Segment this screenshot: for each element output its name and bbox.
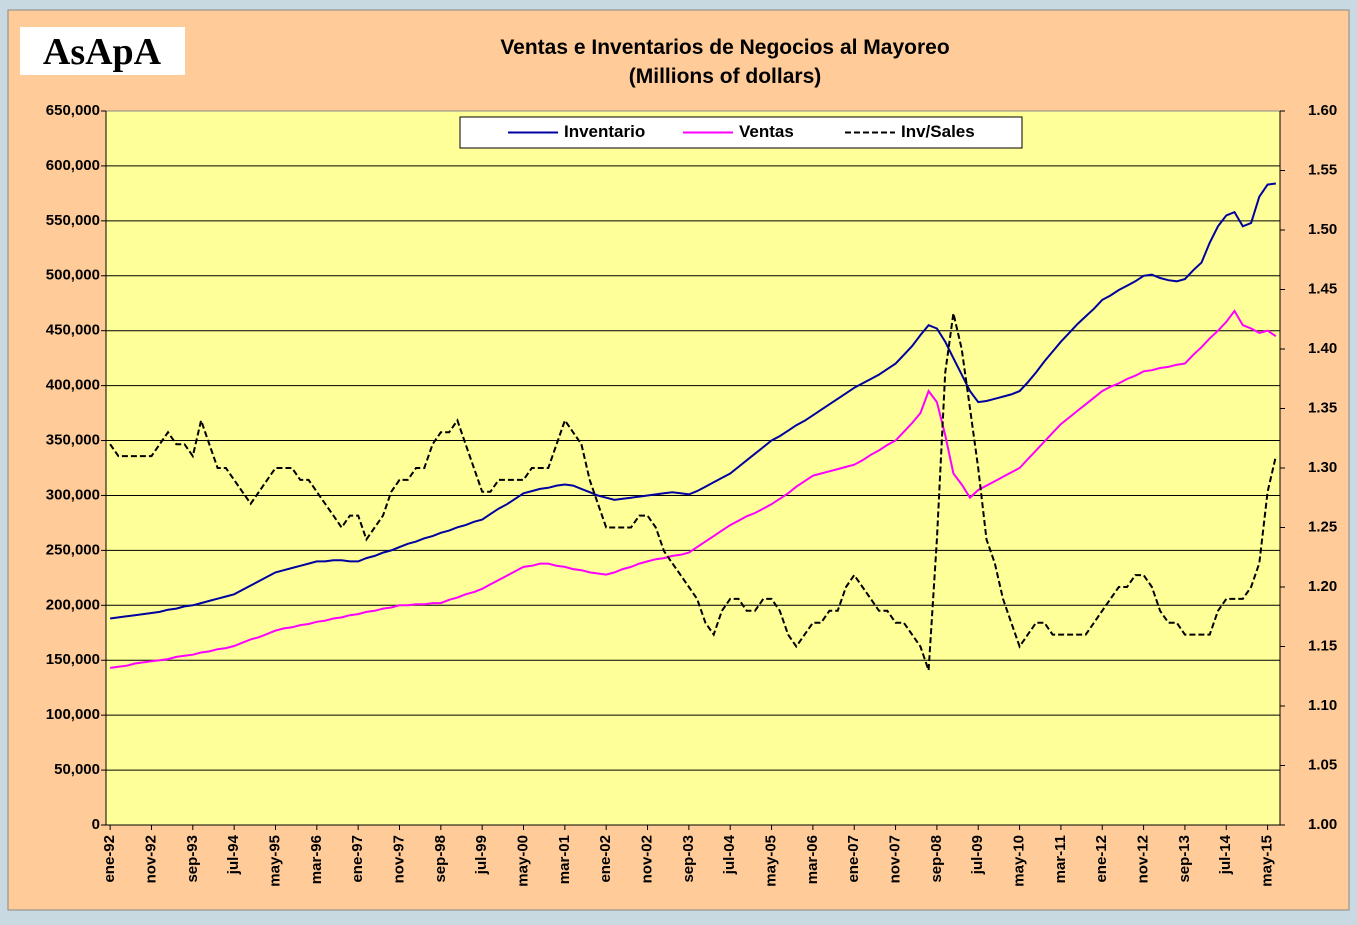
y2-tick-label: 1.20: [1308, 578, 1337, 595]
x-tick-label: sep-93: [184, 835, 201, 883]
y2-tick-label: 1.00: [1308, 816, 1337, 833]
series-line: [109, 182, 1277, 620]
y2-tick-label: 1.60: [1308, 102, 1337, 119]
x-tick-label: mar-96: [308, 835, 325, 884]
y-tick-label: 150,000: [46, 651, 100, 668]
chart-subtitle: (Millions of dollars): [629, 65, 822, 88]
x-tick-label: may-00: [514, 835, 531, 887]
y-tick-label: 50,000: [54, 761, 100, 778]
x-tick-label: ene-92: [101, 835, 118, 883]
y2-tick-label: 1.55: [1308, 161, 1337, 178]
x-tick-label: jul-99: [473, 835, 490, 875]
y2-tick-label: 1.10: [1308, 697, 1337, 714]
y2-tick-label: 1.30: [1308, 459, 1337, 476]
y2-tick-label: 1.15: [1308, 637, 1337, 654]
y-tick-label: 550,000: [46, 212, 100, 229]
y2-tick-label: 1.35: [1308, 399, 1337, 416]
y2-tick-label: 1.40: [1308, 340, 1337, 357]
y-tick-label: 500,000: [46, 267, 100, 284]
x-tick-label: mar-06: [804, 835, 821, 884]
series-line: [109, 309, 1277, 669]
x-tick-label: mar-11: [1052, 835, 1069, 883]
y-tick-label: 600,000: [46, 157, 100, 174]
y-tick-label: 100,000: [46, 706, 100, 723]
y2-tick-label: 1.25: [1308, 518, 1337, 535]
x-tick-label: nov-02: [638, 835, 655, 883]
y2-tick-label: 1.05: [1308, 756, 1337, 773]
y-tick-label: 450,000: [46, 322, 100, 339]
x-tick-label: sep-13: [1176, 835, 1193, 883]
x-tick-label: ene-07: [845, 835, 862, 883]
y-tick-label: 650,000: [46, 102, 100, 119]
y-tick-label: 300,000: [46, 486, 100, 503]
plot-area: [105, 110, 1281, 826]
y-tick-label: 350,000: [46, 432, 100, 449]
x-tick-label: ene-97: [349, 835, 366, 883]
y2-tick-label: 1.45: [1308, 280, 1337, 297]
x-tick-label: may-15: [1259, 835, 1276, 887]
series-line: [109, 313, 1277, 671]
x-tick-label: jul-94: [225, 834, 242, 875]
y-tick-label: 0: [92, 816, 100, 833]
x-tick-label: sep-98: [432, 835, 449, 883]
x-tick-label: ene-02: [597, 835, 614, 883]
x-tick-label: nov-12: [1135, 835, 1152, 883]
x-tick-label: sep-03: [680, 835, 697, 883]
legend: Inventario Ventas Inv/Sales: [459, 116, 1023, 149]
y-tick-label: 400,000: [46, 377, 100, 394]
x-tick-label: jul-09: [969, 835, 986, 875]
logo: AsApA: [43, 31, 162, 73]
legend-label: Ventas: [739, 122, 794, 141]
legend-label: Inventario: [564, 122, 645, 141]
y2-tick-label: 1.50: [1308, 221, 1337, 238]
x-tick-label: may-05: [763, 835, 780, 887]
x-tick-label: jul-14: [1217, 834, 1234, 875]
x-tick-label: nov-07: [887, 835, 904, 883]
x-tick-label: mar-01: [556, 835, 573, 884]
x-tick-label: nov-92: [142, 835, 159, 883]
logo-box: [20, 27, 185, 75]
chart-title: Ventas e Inventarios de Negocios al Mayo…: [500, 36, 949, 59]
y-tick-label: 250,000: [46, 541, 100, 558]
x-tick-label: may-10: [1011, 835, 1028, 887]
y-tick-label: 200,000: [46, 596, 100, 613]
legend-label: Inv/Sales: [901, 122, 975, 141]
x-tick-label: jul-04: [721, 834, 738, 875]
x-tick-label: sep-08: [928, 835, 945, 883]
x-tick-label: nov-97: [390, 835, 407, 883]
x-tick-label: may-95: [266, 835, 283, 887]
x-tick-label: ene-12: [1093, 835, 1110, 883]
